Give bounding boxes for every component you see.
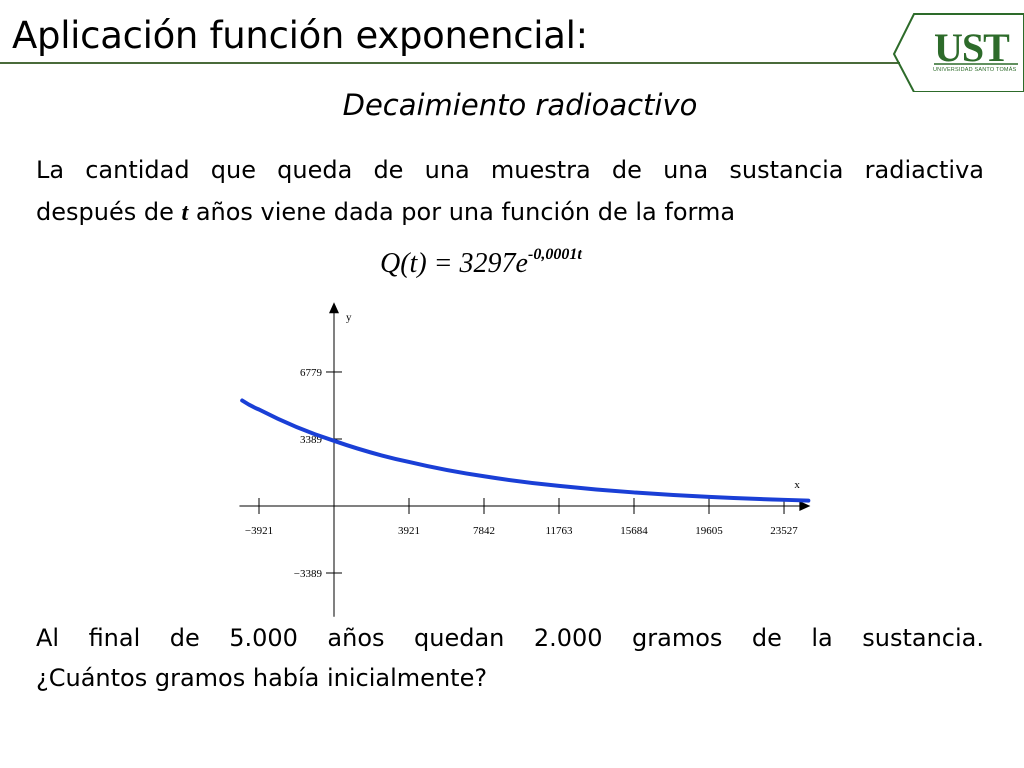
- intro-line-2: después de t años viene dada por una fun…: [36, 194, 984, 231]
- x-tick-label: 15684: [620, 525, 648, 537]
- question-line-1: Al final de 5.000 años quedan 2.000 gram…: [36, 624, 984, 652]
- x-tick-label: −3921: [245, 525, 273, 537]
- intro-line-1: La cantidad que queda de una muestra de …: [36, 156, 984, 184]
- decay-formula: Q(t) = 3297e-0,0001t: [380, 245, 582, 280]
- ust-logo: UST UNIVERSIDAD SANTO TOMÁS: [890, 12, 1024, 92]
- x-tick-label: 3921: [398, 525, 420, 537]
- intro-text-before-var: después de: [36, 198, 174, 226]
- question-line-2: ¿Cuántos gramos había inicialmente?: [36, 664, 488, 692]
- x-axis-arrow-icon: [799, 501, 811, 511]
- x-axis-label: x: [794, 479, 800, 491]
- y-tick-label: −3389: [294, 568, 323, 580]
- formula-base: Q(t) = 3297e: [380, 248, 528, 279]
- logo-wordmark: UST: [934, 25, 1010, 70]
- x-tick-label: 19605: [695, 525, 723, 537]
- y-axis-arrow-icon: [329, 302, 339, 314]
- x-tick-label: 11763: [545, 525, 573, 537]
- decay-curve: [240, 398, 811, 503]
- y-axis-label: y: [346, 311, 352, 323]
- logo-frame-icon: [892, 13, 1024, 92]
- y-tick-label: 6779: [300, 367, 323, 379]
- variable-t: t: [181, 200, 189, 226]
- title-divider: [0, 62, 900, 64]
- logo-university-name: UNIVERSIDAD SANTO TOMÁS: [933, 67, 1017, 73]
- x-tick-label: 23527: [770, 525, 798, 537]
- intro-text-after-var: años viene dada por una función de la fo…: [195, 198, 736, 226]
- x-tick-label: 7842: [473, 525, 495, 537]
- formula-exponent: -0,0001t: [527, 245, 582, 263]
- slide-subtitle: Decaimiento radioactivo: [342, 88, 698, 122]
- slide-title: Aplicación función exponencial:: [12, 14, 588, 57]
